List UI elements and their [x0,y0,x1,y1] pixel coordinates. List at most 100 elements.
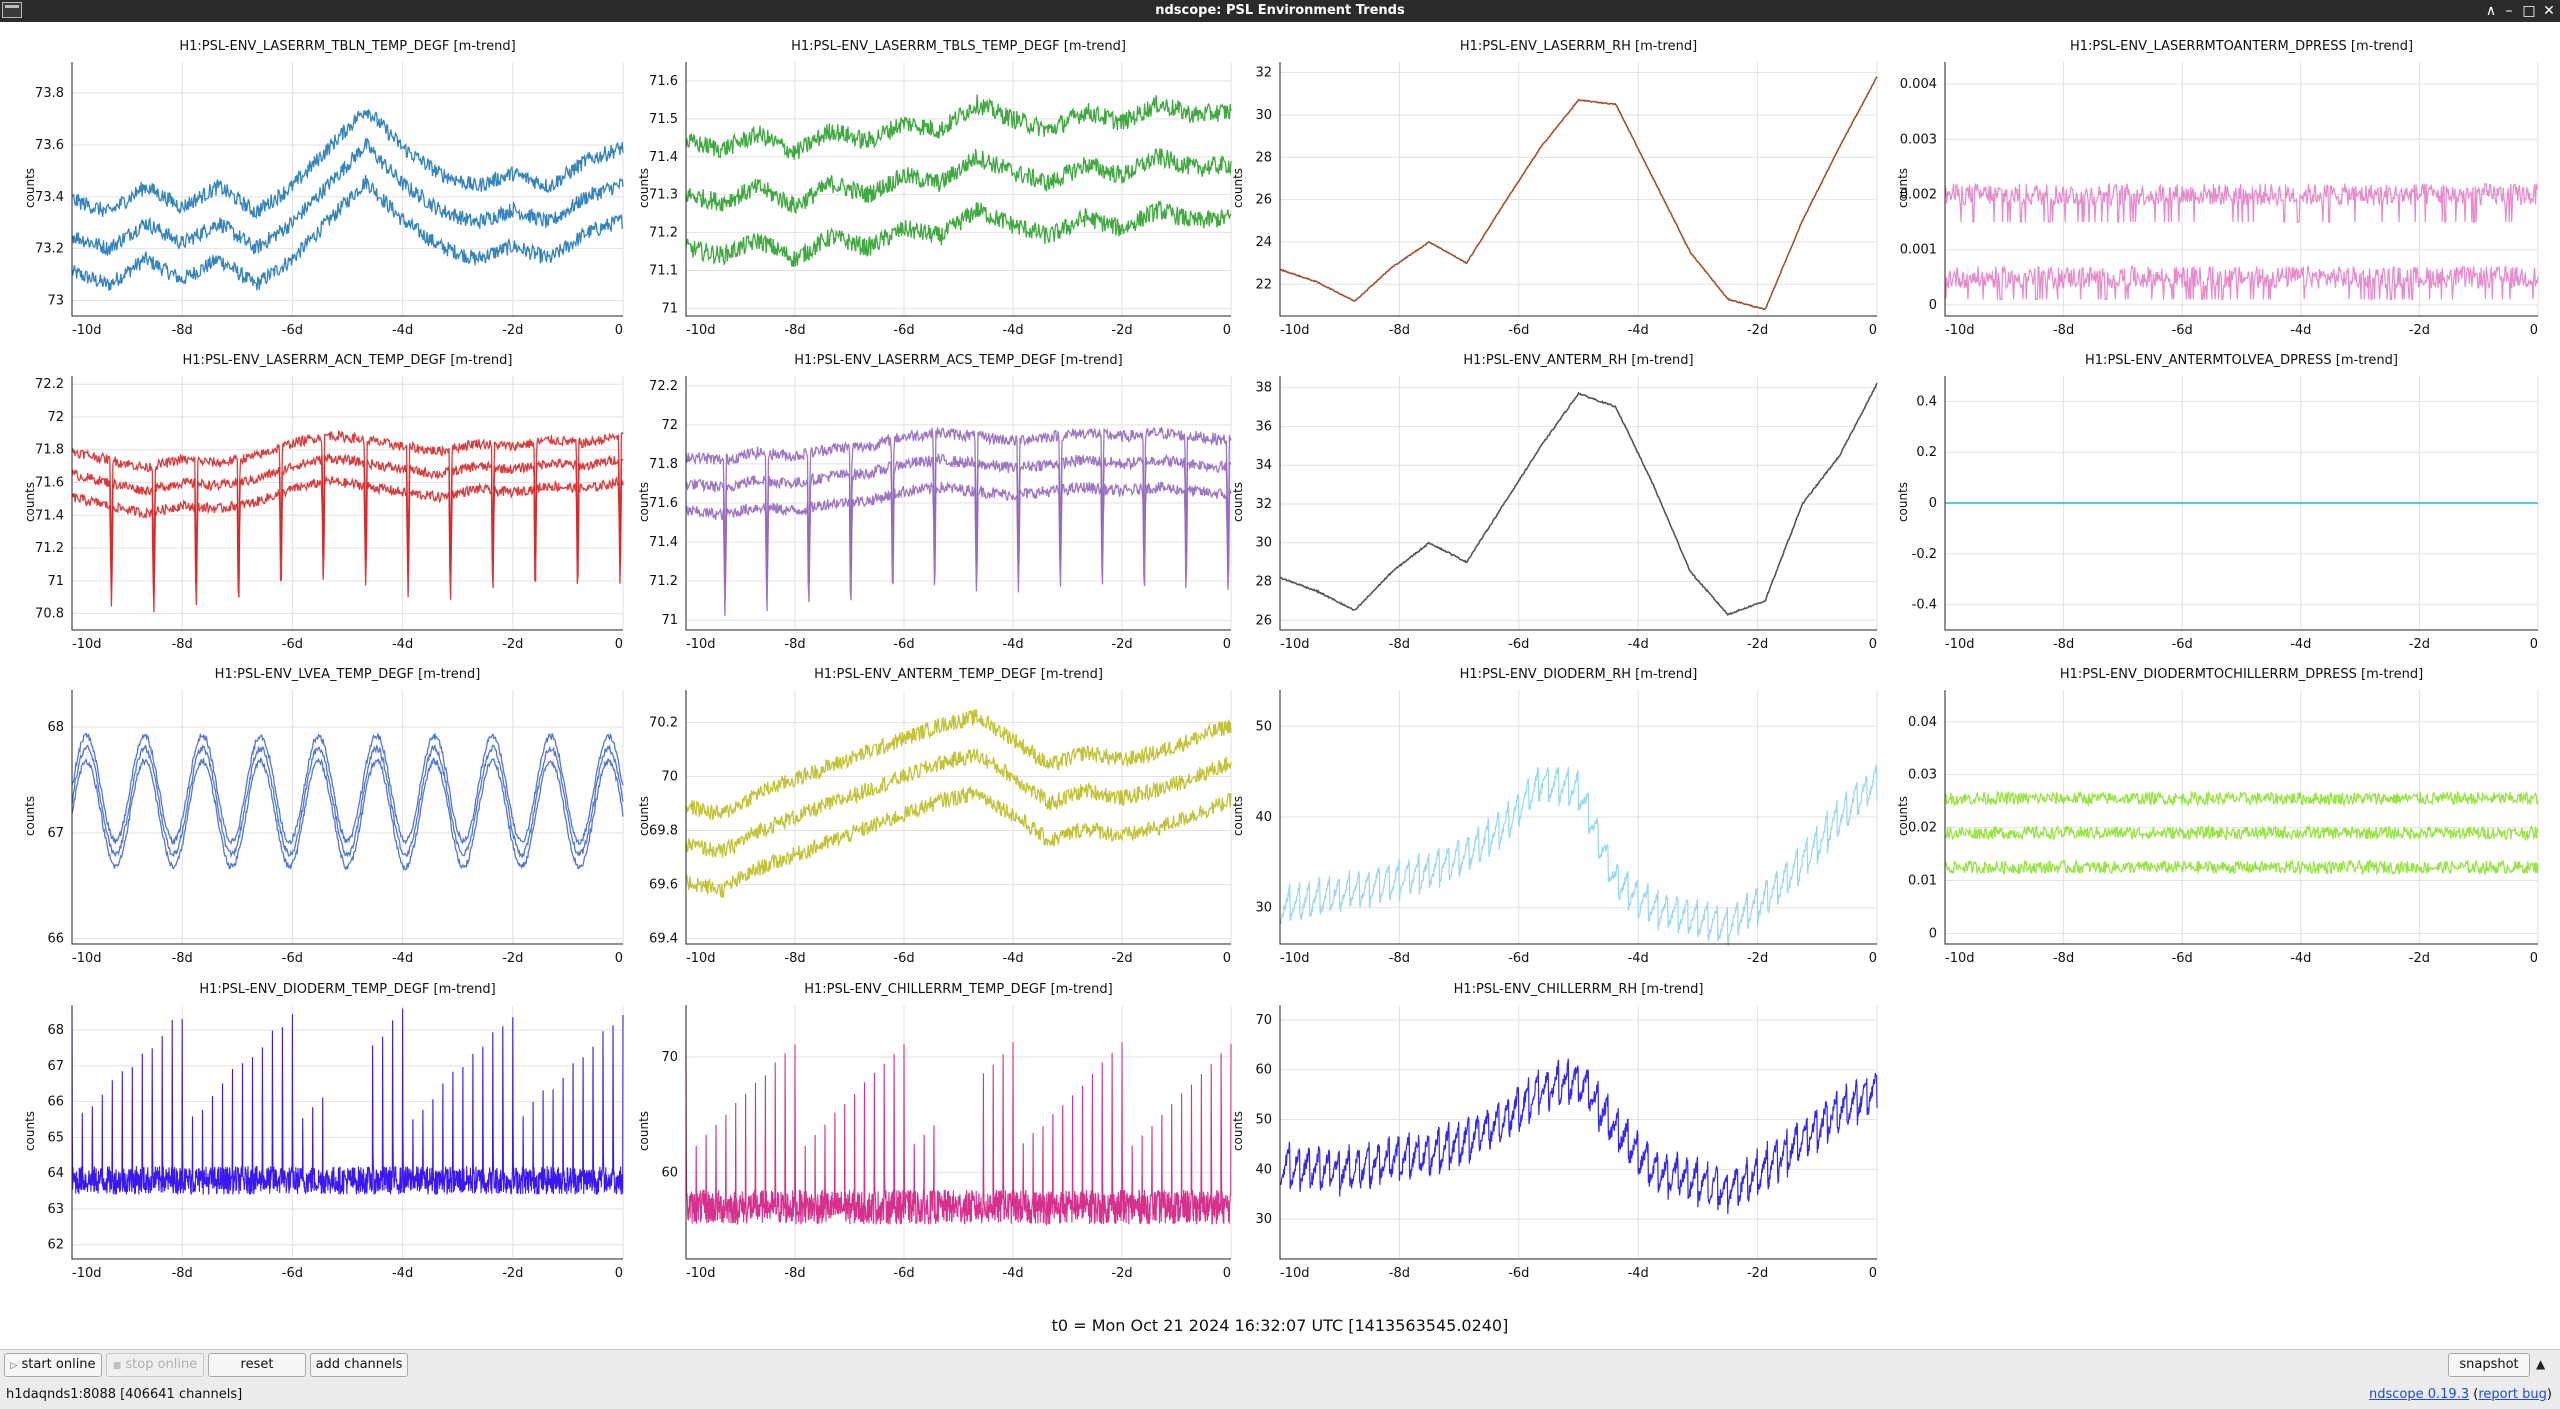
data-trace [1279,764,1878,947]
plot-title: H1:PSL-ENV_ANTERM_RH [m-trend] [1463,353,1694,368]
trend-plot[interactable]: 71 71.2 71.4 71.6 71.8 72 72.2 -10d -8d -6d -4d -2d… [649,376,1232,652]
x-tick-label: -8d [172,637,193,652]
y-tick-label: 64 [47,1166,64,1181]
x-tick-label: -6d [893,323,914,338]
data-trace [685,148,1232,214]
trend-plot[interactable]: 0 0.001 0.002 0.003 0.004 -10d -8d -6d -4d -2d 0 [1900,62,2539,338]
trend-plot[interactable]: 71 71.1 71.2 71.3 71.4 71.5 71.6 -10d -8d -6d -4d -… [649,62,1232,338]
start-online-button[interactable]: ▷ start online [4,1353,102,1377]
trend-plot[interactable]: 60 70 -10d -8d -6d -4d -2d 0 [661,1005,1232,1281]
trend-plot[interactable]: 22 24 26 28 30 32 -10d -8d -6d -4d -2d 0 [1255,62,1878,338]
trend-plot[interactable]: 26 28 30 32 34 36 38 -10d -8d -6d -4d -2d 0 [1255,376,1878,652]
x-tick-label: 0 [2530,637,2538,652]
data-trace [71,1008,624,1196]
x-tick-label: -8d [172,323,193,338]
x-tick-label: -4d [1002,951,1023,966]
data-trace [71,476,624,613]
stop-icon: ■ [112,1361,122,1371]
close-icon[interactable]: ✕ [2543,3,2555,19]
plot-title: H1:PSL-ENV_DIODERMTOCHILLERRM_DPRESS [m-… [2059,667,2424,682]
y-tick-label: 70 [1255,1013,1272,1028]
plot-title: H1:PSL-ENV_DIODERM_RH [m-trend] [1459,667,1698,682]
trend-plot[interactable]: 70.8 71 71.2 71.4 71.6 71.8 72 72.2 -10d -8d -6d -4… [35,376,624,652]
trend-plot[interactable]: 73 73.2 73.4 73.6 73.8 -10d -8d -6d -4d -2d 0 [35,62,624,338]
x-tick-label: -4d [2290,951,2311,966]
x-tick-label: -4d [2290,637,2311,652]
x-tick-label: -10d [686,1266,716,1281]
x-tick-label: -4d [2290,323,2311,338]
trend-plot[interactable]: 0 0.01 0.02 0.03 0.04 -10d -8d -6d -4d -2d 0 [1908,690,2539,966]
snapshot-button[interactable]: snapshot [2448,1353,2530,1377]
x-tick-label: 0 [1869,323,1877,338]
trend-plot[interactable]: 30 40 50 -10d -8d -6d -4d -2d 0 [1255,690,1878,966]
x-tick-label: -6d [1508,637,1529,652]
y-tick-label: -0.2 [1912,547,1937,562]
server-status: h1daqnds1:8088 [406641 channels] [6,1387,243,1402]
y-axis-label: counts [1231,795,1246,837]
data-trace [685,709,1232,821]
y-tick-label: 71.8 [649,457,678,472]
x-tick-label: -4d [392,951,413,966]
y-tick-label: 0.02 [1908,821,1937,836]
y-tick-label: 36 [1255,419,1272,434]
y-tick-label: 71.4 [649,150,678,165]
x-tick-label: -4d [1628,323,1649,338]
data-trace [71,743,624,860]
x-tick-label: -8d [784,951,805,966]
data-trace [1279,1058,1878,1215]
x-tick-label: -4d [1628,637,1649,652]
trend-plot[interactable]: 62 63 64 65 66 67 68 -10d -8d -6d -4d -2d 0 [47,1005,624,1281]
ndscope-link[interactable]: ndscope 0.19.3 [2368,1387,2470,1402]
y-tick-label: 28 [1255,150,1272,165]
plot-title: H1:PSL-ENV_LASERRMTOANTERM_DPRESS [m-tre… [2069,39,2414,54]
x-tick-label: -6d [2172,323,2193,338]
y-tick-label: 62 [47,1238,64,1253]
reset-button[interactable]: reset [208,1353,306,1377]
data-trace [685,748,1232,858]
y-tick-label: 0.002 [1900,188,1937,203]
y-tick-label: 32 [1255,497,1272,512]
x-tick-label: -10d [686,951,716,966]
y-tick-label: 72 [661,418,678,433]
x-tick-label: -6d [2172,951,2193,966]
plot-title: H1:PSL-ENV_DIODERM_TEMP_DEGF [m-trend] [199,982,496,997]
add-channels-button[interactable]: add channels [310,1353,408,1377]
x-tick-label: 0 [615,951,623,966]
plot-title: H1:PSL-ENV_LASERRM_TBLN_TEMP_DEGF [m-tre… [179,39,516,54]
x-tick-label: -10d [1280,1266,1310,1281]
trend-plot[interactable]: 69.4 69.6 69.8 70 70.2 -10d -8d -6d -4d -2d 0 [649,690,1232,966]
y-tick-label: 71.6 [35,476,64,491]
data-trace [685,786,1232,899]
x-tick-label: -4d [392,1266,413,1281]
report-bug-link[interactable]: report bug [2478,1387,2547,1402]
plot-grid: H1:PSL-ENV_LASERRM_TBLN_TEMP_DEGF [m-tre… [0,22,2560,1322]
plot-axes [71,62,623,317]
expand-up-icon[interactable]: ▲ [2536,1357,2546,1371]
x-tick-label: -10d [72,1266,102,1281]
y-axis-label: counts [23,795,38,837]
status-bar: h1daqnds1:8088 [406641 channels] ndscope… [0,1380,2560,1409]
y-tick-label: 70 [661,1050,678,1065]
stop-online-button[interactable]: ■ stop online [106,1353,204,1377]
trend-plot[interactable]: 66 67 68 -10d -8d -6d -4d -2d 0 [47,690,624,966]
plot-title: H1:PSL-ENV_CHILLERRM_TEMP_DEGF [m-trend] [804,982,1113,997]
x-tick-label: -2d [1747,637,1768,652]
chevron-up-icon[interactable]: ∧ [2485,3,2497,19]
x-tick-label: -6d [893,951,914,966]
data-trace [1944,264,2539,300]
maximize-icon[interactable]: □ [2522,3,2536,19]
y-tick-label: 50 [1255,1113,1272,1128]
trend-plot[interactable]: 30 40 50 60 70 -10d -8d -6d -4d -2d 0 [1255,1005,1878,1281]
x-tick-label: -6d [1508,951,1529,966]
y-tick-label: 30 [1255,108,1272,123]
plot-axes [1279,1005,1877,1260]
plot-title: H1:PSL-ENV_LVEA_TEMP_DEGF [m-trend] [214,667,481,682]
data-trace [685,94,1232,160]
y-tick-label: 66 [47,932,64,947]
y-axis-label: counts [1231,1110,1246,1152]
trend-plot[interactable]: -0.4 -0.2 0 0.2 0.4 -10d -8d -6d -4d -2d 0 [1912,376,2539,652]
x-tick-label: -2d [502,323,523,338]
x-tick-label: -8d [1389,1266,1410,1281]
x-tick-label: -2d [2409,637,2430,652]
minimize-icon[interactable]: – [2505,3,2513,19]
